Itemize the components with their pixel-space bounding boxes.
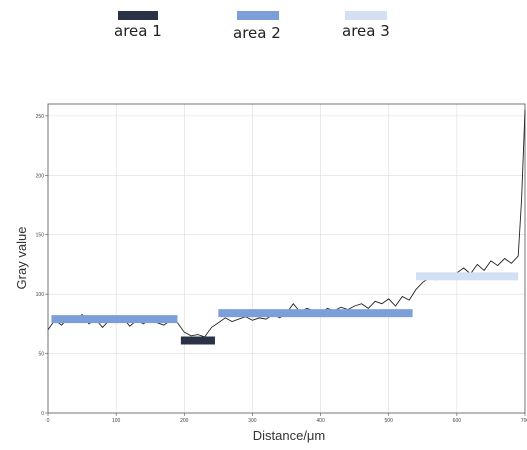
- x-tick-label: 300: [248, 418, 257, 424]
- y-tick-label: 150: [36, 233, 45, 239]
- x-axis-title: Distance/μm: [253, 428, 326, 443]
- region-bar-area-1: [180, 336, 215, 345]
- plot-frame: [47, 103, 526, 414]
- axis-ticks: 0 100 200 300 400 500 600 700 0 50 100 150 200 250: [36, 114, 527, 424]
- y-tick-label: 0: [41, 411, 44, 417]
- gray-value-line: [47, 109, 526, 338]
- x-tick-label: 100: [112, 418, 121, 424]
- legend-label-area-2: area 2: [233, 24, 281, 42]
- series-lines: [47, 109, 526, 338]
- legend-swatch-area-3: [345, 11, 387, 20]
- legend-label-area-3: area 3: [342, 22, 390, 40]
- region-bar-area-2: [51, 315, 178, 324]
- x-tick-label: 400: [316, 418, 325, 424]
- legend-swatch-area-2: [237, 11, 279, 20]
- legend-label-area-1: area 1: [114, 22, 162, 40]
- y-tick-label: 100: [36, 292, 45, 298]
- region-bars: [51, 272, 519, 345]
- x-tick-label: 200: [180, 418, 189, 424]
- y-tick-label: 200: [36, 173, 45, 179]
- legend-swatch-area-1: [118, 11, 158, 20]
- x-tick-label: 600: [453, 418, 462, 424]
- grid: [47, 104, 526, 414]
- x-tick-label: 0: [47, 418, 50, 424]
- x-tick-label: 500: [385, 418, 394, 424]
- y-tick-label: 50: [38, 352, 44, 358]
- y-axis-title: Gray value: [14, 227, 29, 290]
- region-bar-area-2: [218, 309, 413, 318]
- y-tick-label: 250: [36, 114, 45, 120]
- x-tick-label: 700: [521, 418, 527, 424]
- region-bar-area-3: [415, 272, 519, 281]
